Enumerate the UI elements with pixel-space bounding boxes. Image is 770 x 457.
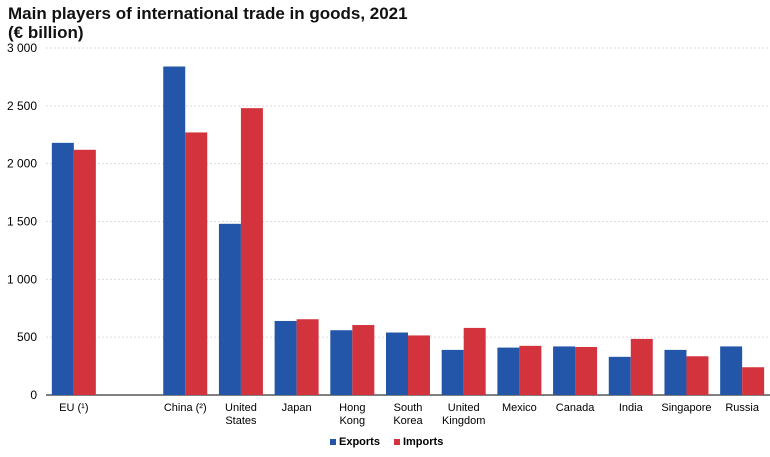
- x-tick-label: United: [225, 402, 257, 414]
- legend-item-imports: Imports: [393, 436, 444, 448]
- bar-exports: [608, 356, 631, 395]
- bar-imports: [73, 149, 96, 395]
- y-tick-label: 500: [17, 330, 37, 344]
- bar-exports: [664, 349, 687, 395]
- x-tick-label: Hong: [339, 402, 365, 414]
- x-tick-label: Mexico: [502, 402, 537, 414]
- bar-exports: [441, 349, 464, 395]
- x-tick-label: Kingdom: [442, 415, 485, 427]
- x-tick-label: Russia: [725, 402, 760, 414]
- bar-exports: [497, 347, 520, 395]
- bar-imports: [742, 367, 765, 395]
- bar-imports: [519, 345, 542, 395]
- legend-item-exports: Exports: [330, 436, 380, 448]
- bar-imports: [408, 335, 430, 395]
- bar-exports: [274, 320, 297, 395]
- x-tick-label: Korea: [393, 415, 423, 427]
- x-tick-label: Kong: [339, 415, 365, 427]
- legend-label-imports: Imports: [402, 436, 444, 448]
- x-tick-label: Japan: [282, 402, 312, 414]
- bar-imports: [686, 356, 709, 395]
- x-tick-label: States: [225, 415, 257, 427]
- bar-exports: [330, 330, 353, 395]
- chart-title: Main players of international trade in g…: [8, 4, 408, 23]
- legend: Exports Imports: [330, 436, 443, 448]
- x-tick-label: South: [394, 402, 423, 414]
- legend-label-exports: Exports: [339, 436, 380, 448]
- bar-imports: [185, 132, 208, 396]
- y-tick-label: 3 000: [7, 41, 37, 55]
- x-tick-label: EU (¹): [59, 402, 88, 414]
- x-tick-label: China (²): [164, 402, 207, 414]
- chart-subtitle: (€ billion): [8, 23, 84, 42]
- bar-imports: [296, 319, 319, 395]
- bar-exports: [51, 142, 74, 395]
- y-tick-label: 0: [30, 388, 37, 402]
- bar-imports: [240, 108, 263, 395]
- bar-exports: [163, 66, 186, 396]
- y-tick-label: 1 000: [7, 272, 37, 286]
- bar-exports: [386, 332, 408, 395]
- bar-exports: [720, 346, 743, 395]
- legend-swatch-imports: [393, 439, 400, 445]
- x-tick-label: Canada: [556, 402, 595, 414]
- x-tick-label: Singapore: [661, 402, 711, 414]
- bar-imports: [575, 346, 598, 395]
- y-tick-label: 2 000: [7, 157, 37, 171]
- bar-imports: [630, 338, 653, 395]
- bar-imports: [463, 327, 486, 395]
- y-tick-label: 2 500: [7, 99, 37, 113]
- bar-exports: [218, 223, 241, 395]
- bar-imports: [352, 325, 375, 395]
- bar-exports: [553, 346, 576, 395]
- legend-swatch-exports: [330, 439, 336, 445]
- x-tick-label: United: [448, 402, 480, 414]
- x-tick-label: India: [619, 402, 644, 414]
- y-tick-label: 1 500: [7, 215, 37, 229]
